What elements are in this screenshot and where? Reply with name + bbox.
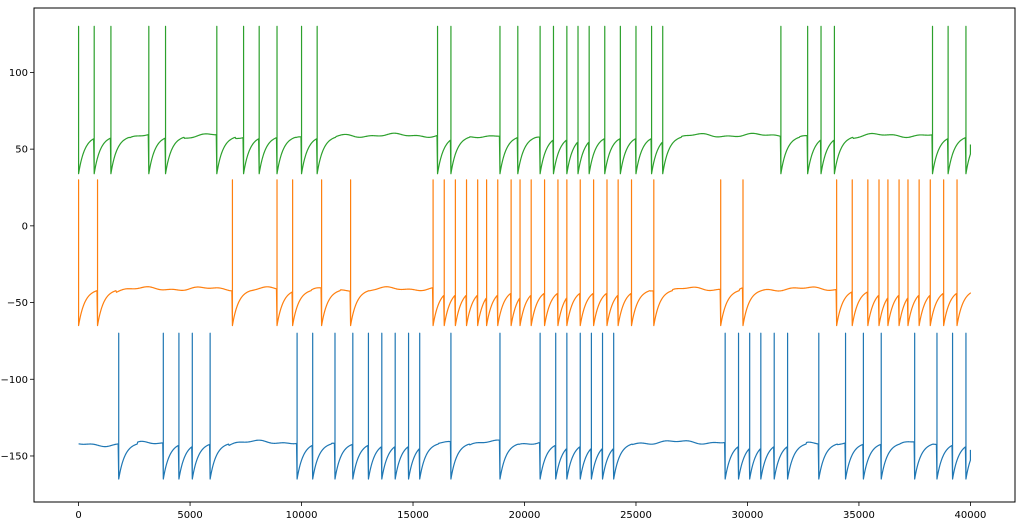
y-tick-label: 100 <box>9 68 28 79</box>
y-tick-label: 50 <box>15 145 28 156</box>
series-group <box>77 25 972 480</box>
x-tick-label: 35000 <box>843 510 875 521</box>
series-line-1 <box>77 25 972 175</box>
x-tick-label: 25000 <box>620 510 652 521</box>
y-tick-label: −150 <box>1 451 28 462</box>
x-axis: 0 5000 10000 15000 20000 25000 30000 35000 40000 <box>75 502 986 521</box>
x-tick-label: 5000 <box>177 510 202 521</box>
x-tick-label: 10000 <box>286 510 318 521</box>
plot-area <box>33 7 1016 503</box>
x-tick-label: 15000 <box>397 510 429 521</box>
y-tick-label: −50 <box>7 298 28 309</box>
x-tick-label: 40000 <box>955 510 987 521</box>
y-tick-label: 0 <box>22 221 28 232</box>
series-line-3 <box>78 332 972 480</box>
series-line-2 <box>77 179 972 327</box>
y-tick-label: −100 <box>1 375 28 386</box>
y-axis: 100 50 0 −50 −100 −150 <box>1 68 34 462</box>
x-tick-label: 30000 <box>732 510 764 521</box>
x-tick-label: 20000 <box>509 510 541 521</box>
x-tick-label: 0 <box>75 510 81 521</box>
